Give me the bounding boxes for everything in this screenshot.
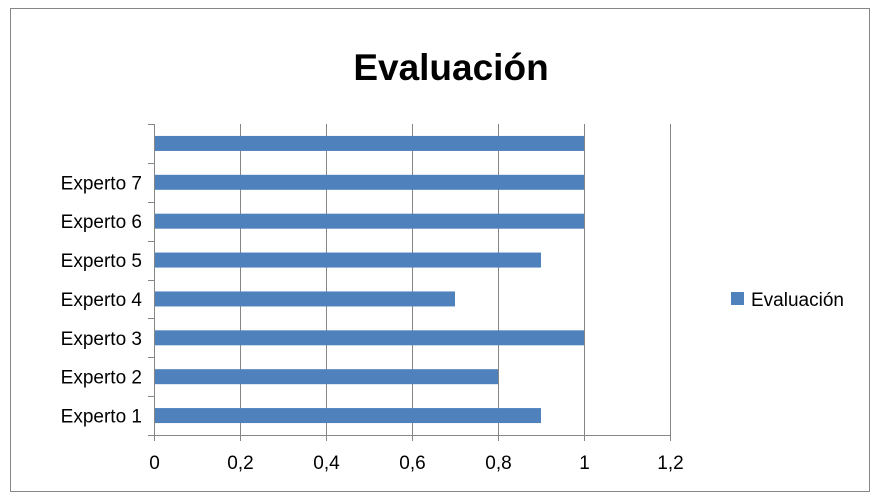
bar [155, 135, 584, 151]
bars [155, 135, 584, 424]
bar [155, 213, 584, 229]
gridlines [240, 124, 671, 435]
y-tick-label: Experto 7 [61, 173, 142, 194]
bar [155, 330, 584, 346]
x-tick-label: 0,8 [485, 453, 511, 474]
y-tick-label: Experto 1 [61, 407, 142, 428]
x-tick-label: 0,6 [399, 453, 425, 474]
x-tick-label: 1,2 [657, 453, 683, 474]
bar [155, 369, 498, 385]
y-tick-label: Experto 2 [61, 368, 142, 389]
x-tick-label: 0 [149, 453, 160, 474]
axes [148, 124, 671, 441]
y-tick-label: Experto 4 [61, 290, 143, 311]
legend-swatch [731, 292, 744, 305]
bar [155, 291, 455, 307]
y-tick-label: Experto 3 [61, 329, 142, 350]
x-axis-tick-labels: 0 0,2 0,4 0,6 0,8 1 1,2 [149, 453, 684, 474]
bar [155, 252, 541, 268]
x-tick-label: 1 [579, 453, 590, 474]
y-tick-label: Experto 6 [61, 212, 142, 233]
legend-label: Evaluación [751, 290, 844, 311]
x-tick-label: 0,4 [313, 453, 340, 474]
legend: Evaluación [731, 290, 844, 311]
bar [155, 408, 541, 424]
y-axis-category-labels: Experto 1 Experto 2 Experto 3 Experto 4 Expe… [61, 173, 143, 427]
chart-title: Evaluación [353, 47, 548, 88]
x-tick-label: 0,2 [227, 453, 253, 474]
y-tick-label: Experto 5 [61, 251, 142, 272]
bar [155, 174, 584, 190]
